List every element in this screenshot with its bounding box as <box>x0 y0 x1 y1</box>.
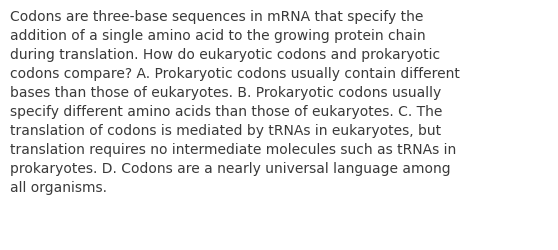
Text: Codons are three-base sequences in mRNA that specify the
addition of a single am: Codons are three-base sequences in mRNA … <box>10 10 460 194</box>
